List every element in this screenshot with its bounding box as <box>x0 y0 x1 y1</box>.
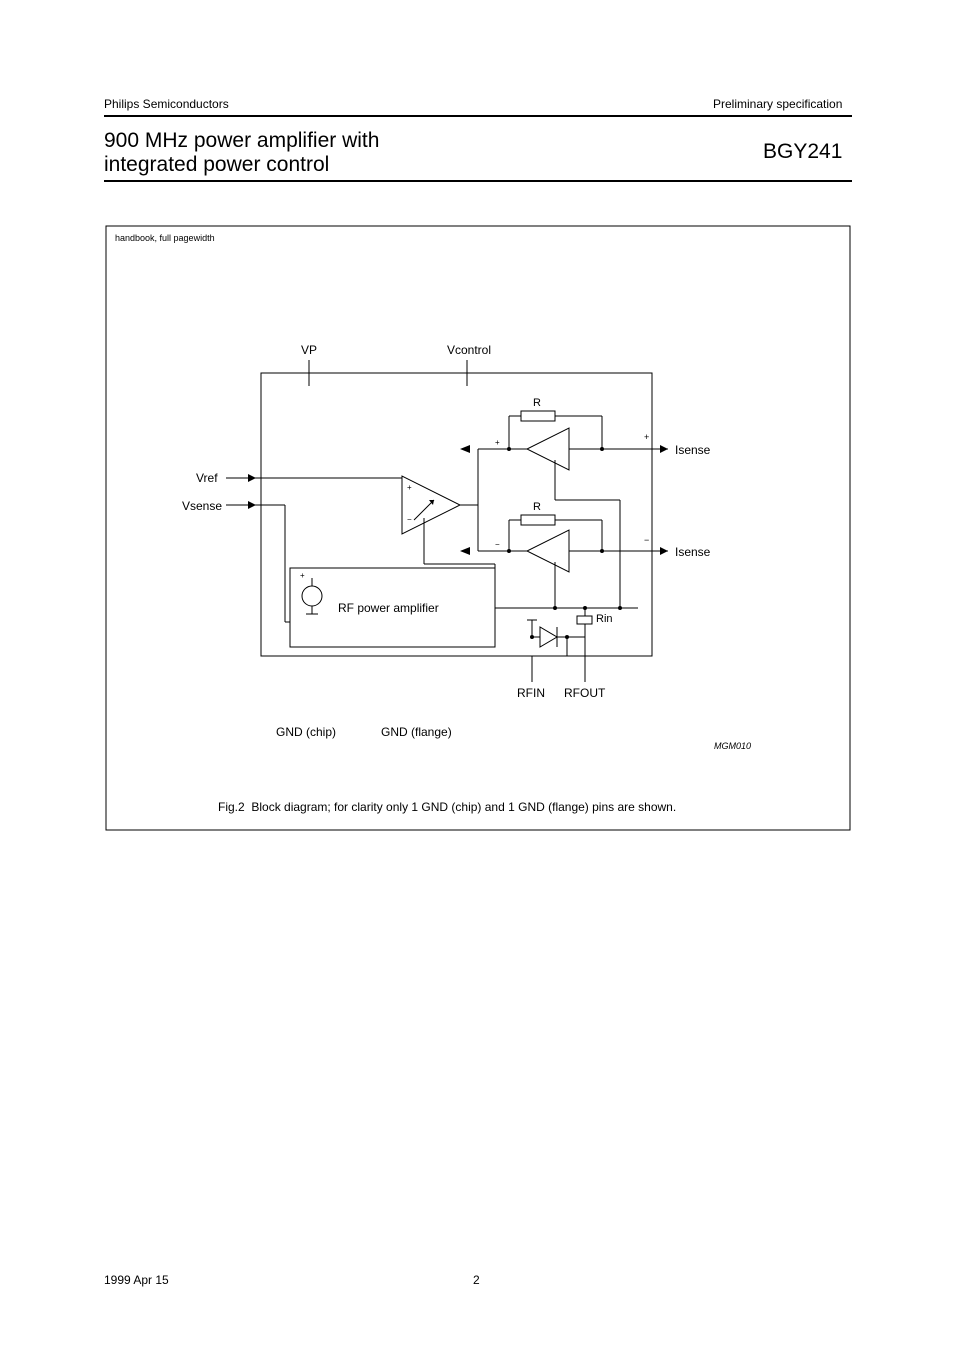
label-vp: VP <box>301 343 317 357</box>
isense-minus-sign: − <box>644 535 649 545</box>
src-plus: + <box>300 571 305 580</box>
label-rf-amp: RF power amplifier <box>338 601 439 615</box>
label-rin: Rin <box>596 613 613 625</box>
label-gnd-flange: GND (flange) <box>381 725 452 739</box>
label-rfout: RFOUT <box>564 686 605 700</box>
label-isense-plus: Isense <box>675 443 710 457</box>
diagram-svg <box>0 0 954 1350</box>
label-mgm010: MGM010 <box>714 741 751 751</box>
isense-plus-sign: + <box>644 432 649 442</box>
label-vcontrol: Vcontrol <box>447 343 491 357</box>
label-rfin: RFIN <box>517 686 545 700</box>
node-plus-top: + <box>495 438 500 447</box>
label-r-top: R <box>533 397 541 409</box>
label-r-bot: R <box>533 501 541 513</box>
mainamp-minus: − <box>407 515 412 524</box>
label-vsense: Vsense <box>182 499 222 513</box>
mainamp-plus: + <box>407 483 412 492</box>
label-gnd-chip: GND (chip) <box>276 725 336 739</box>
figure-caption: Fig.2 Block diagram; for clarity only 1 … <box>218 800 676 814</box>
node-minus-bot: − <box>495 540 500 549</box>
label-isense-minus: Isense <box>675 545 710 559</box>
label-vref: Vref <box>196 471 218 485</box>
diagram-top-title: handbook, full pagewidth <box>115 233 215 243</box>
